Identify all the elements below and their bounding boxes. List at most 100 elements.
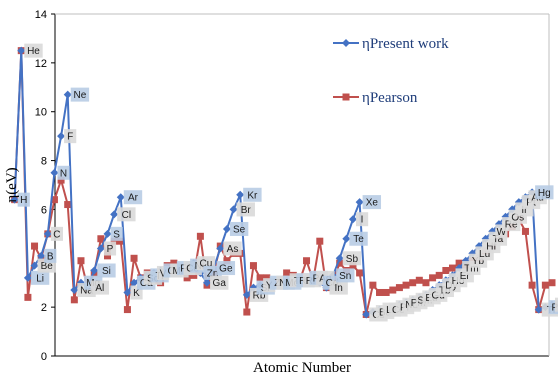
data-label: Ga — [213, 278, 227, 289]
legend-label-present: ηPresent work — [362, 36, 449, 52]
point-pearson — [97, 235, 105, 243]
data-label-box — [535, 185, 554, 200]
point-pearson — [77, 257, 85, 265]
point-present-work — [123, 288, 132, 297]
point-pearson — [415, 276, 423, 284]
point-pearson — [223, 257, 231, 265]
point-present-work — [17, 46, 26, 55]
data-label: W — [497, 227, 507, 238]
point-present-work — [57, 132, 66, 141]
point-present-work — [222, 224, 231, 233]
data-labels: HHeLiBeBCNFNeNaMgAlSiPSClArKCaScTiVCrMnF… — [17, 43, 558, 322]
point-pearson — [283, 269, 291, 277]
data-label: S — [113, 229, 120, 240]
data-label-box — [44, 248, 57, 263]
point-pearson — [130, 254, 138, 262]
point-pearson — [389, 286, 397, 294]
point-present-work — [355, 198, 364, 207]
point-pearson — [376, 288, 384, 296]
point-present-work — [342, 234, 351, 243]
data-label: Se — [233, 224, 246, 235]
data-label: P — [107, 244, 114, 255]
data-label-box — [342, 251, 362, 266]
point-pearson — [521, 227, 529, 235]
point-present-work — [70, 286, 79, 295]
data-label: Li — [36, 273, 44, 284]
y-axis-title: η(eV) — [4, 167, 20, 202]
data-label-box — [210, 275, 229, 290]
point-pearson — [104, 252, 112, 260]
data-label-box — [236, 202, 255, 217]
data-label-box — [30, 270, 50, 285]
data-label: Pb — [551, 303, 558, 314]
data-label: Kr — [247, 190, 258, 201]
point-pearson — [422, 279, 430, 287]
data-label: Ge — [219, 264, 233, 275]
point-present-work — [96, 244, 105, 253]
point-pearson — [395, 284, 403, 292]
data-label: Al — [95, 283, 104, 294]
point-pearson — [429, 274, 437, 282]
data-label-box — [123, 190, 143, 205]
point-present-work — [335, 254, 344, 263]
data-label-box — [229, 221, 249, 236]
data-label: Te — [353, 234, 364, 245]
data-label-box — [24, 43, 43, 58]
data-label: F — [67, 132, 73, 143]
point-pearson — [316, 237, 324, 245]
data-label-box — [216, 261, 236, 276]
point-pearson — [541, 281, 549, 289]
data-label: Rb — [253, 290, 266, 301]
point-pearson — [369, 281, 377, 289]
point-pearson — [256, 274, 264, 282]
point-present-work — [63, 90, 72, 99]
data-label-box — [555, 297, 558, 312]
y-tick-label: 6 — [41, 204, 47, 216]
point-pearson — [183, 274, 191, 282]
point-pearson — [528, 281, 536, 289]
data-label-box — [64, 129, 77, 144]
data-label-box — [17, 192, 30, 207]
point-present-work — [110, 210, 119, 219]
point-present-work — [362, 310, 371, 319]
data-label: In — [334, 283, 342, 294]
data-label-box — [70, 87, 90, 102]
point-present-work — [229, 205, 238, 214]
data-label: Ar — [128, 193, 139, 204]
plot-area — [54, 13, 550, 357]
y-tick-label: 8 — [41, 156, 47, 168]
data-label: Sn — [339, 271, 351, 282]
point-present-work — [116, 193, 125, 202]
point-present-work — [534, 305, 543, 314]
data-label: H — [20, 195, 27, 206]
data-label: Yb — [472, 256, 485, 267]
point-pearson — [190, 271, 198, 279]
point-pearson — [117, 237, 125, 245]
point-pearson — [442, 267, 450, 274]
point-pearson — [409, 279, 417, 287]
legend-label-pearson: ηPearson — [362, 90, 418, 106]
legend: ηPresent work ηPearson — [333, 36, 449, 106]
data-label: Er — [460, 271, 471, 282]
point-present-work — [130, 278, 139, 287]
point-present-work — [216, 244, 225, 253]
data-label: K — [133, 288, 140, 299]
data-label: Ta — [493, 234, 504, 245]
data-label: Cu — [200, 259, 213, 270]
legend-marker-present — [342, 39, 350, 47]
point-pearson — [263, 274, 271, 282]
data-label: Ne — [74, 90, 87, 101]
point-pearson — [70, 296, 78, 304]
data-label: Xe — [366, 198, 379, 209]
data-label: Os — [511, 212, 524, 223]
data-label: Y — [266, 281, 273, 292]
y-tick-label: 0 — [41, 351, 47, 363]
data-label: V — [160, 268, 167, 279]
point-present-work — [37, 251, 46, 260]
data-label: Hf — [486, 242, 496, 253]
point-pearson — [24, 293, 32, 301]
point-pearson — [435, 271, 443, 279]
point-pearson — [356, 269, 364, 277]
data-label: He — [27, 46, 40, 57]
data-label: Br — [241, 205, 252, 216]
